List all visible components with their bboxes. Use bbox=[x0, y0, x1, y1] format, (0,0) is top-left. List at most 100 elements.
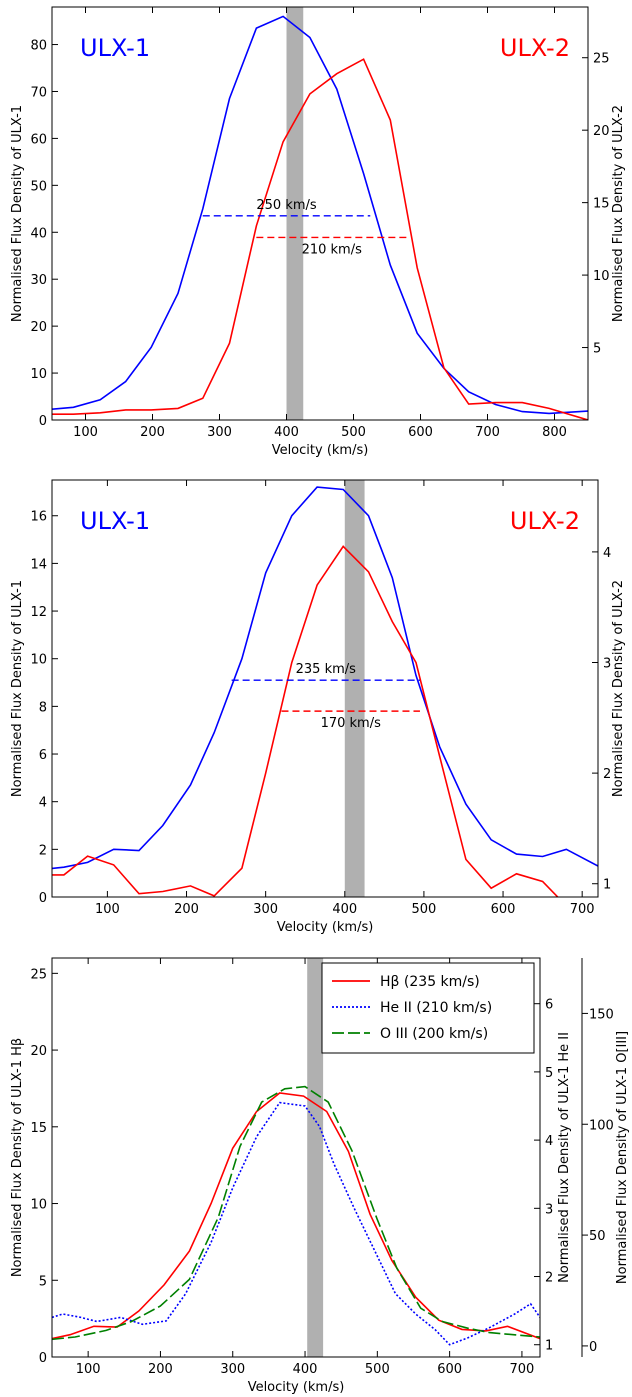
chart-panel-2: 235 km/s 170 km/s 100 200 300 400 500 600 700 Vel… bbox=[10, 479, 626, 935]
y-tick-label-left: 10 bbox=[30, 1198, 47, 1213]
legend-label-3: O III (200 km/s) bbox=[380, 1026, 488, 1042]
y-tick-label-left: 70 bbox=[30, 85, 47, 100]
x-axis-label: Velocity (km/s) bbox=[277, 920, 374, 935]
x-tick-label: 600 bbox=[491, 902, 516, 917]
x-tick-label: 200 bbox=[148, 1362, 173, 1377]
y-axis-label-right: Normalised Flux Density of ULX-2 bbox=[611, 580, 626, 797]
x-tick-label: 100 bbox=[95, 902, 120, 917]
y-tick-label-right: 100 bbox=[589, 1118, 614, 1133]
y-tick-label-left: 20 bbox=[30, 320, 47, 335]
x-tick-label: 600 bbox=[408, 425, 433, 440]
y-tick-label-right: 50 bbox=[589, 1229, 606, 1244]
y-tick-label-right: 3 bbox=[603, 657, 611, 672]
y-tick-label-left: 10 bbox=[30, 653, 47, 668]
y-tick-label-right: 25 bbox=[593, 52, 610, 67]
x-tick-label: 800 bbox=[542, 425, 567, 440]
x-tick-label: 500 bbox=[365, 1362, 390, 1377]
y-axis-label-left: Normalised Flux Density of ULX-1 bbox=[10, 580, 25, 797]
plot-frame bbox=[51, 479, 599, 898]
y-axis-label-left: Normalised Flux Density of ULX-1 Hβ bbox=[10, 1038, 25, 1277]
y-tick-label-left: 60 bbox=[30, 132, 47, 147]
shaded-band bbox=[344, 480, 365, 897]
x-axis-label: Velocity (km/s) bbox=[248, 1380, 345, 1395]
y-tick-label-left: 5 bbox=[39, 1274, 47, 1289]
ulx1-label: ULX-1 bbox=[80, 507, 150, 535]
ulx2-label: ULX-2 bbox=[500, 34, 570, 62]
y-axis-label-right: Normalised Flux Density of ULX-2 bbox=[611, 105, 626, 322]
y-tick-label-right: 5 bbox=[593, 342, 601, 357]
y-tick-label-mid: 4 bbox=[545, 1134, 553, 1149]
x-tick-label: 700 bbox=[570, 902, 595, 917]
y-tick-label-left: 0 bbox=[39, 1351, 47, 1366]
x-tick-label: 300 bbox=[207, 425, 232, 440]
y-tick-label-mid: 2 bbox=[545, 1271, 553, 1286]
y-tick-label-mid: 5 bbox=[545, 1066, 553, 1081]
series-line-1 bbox=[52, 15, 588, 415]
x-tick-label: 400 bbox=[293, 1362, 318, 1377]
y-axis-label-left: Normalised Flux Density of ULX-1 bbox=[10, 105, 25, 322]
fwhm-label-1: 235 km/s bbox=[296, 662, 357, 677]
y-tick-label-left: 14 bbox=[30, 557, 47, 572]
y-tick-label-left: 20 bbox=[30, 1044, 47, 1059]
legend-box bbox=[321, 962, 535, 1054]
shaded-band bbox=[286, 7, 304, 420]
shaded-band bbox=[307, 958, 324, 1357]
y-tick-label-left: 16 bbox=[30, 510, 47, 525]
y-tick-label-left: 25 bbox=[30, 967, 47, 982]
series-line-3 bbox=[52, 1085, 540, 1341]
y-tick-label-right: 4 bbox=[603, 546, 611, 561]
y-tick-label-right: 2 bbox=[603, 767, 611, 782]
x-tick-label: 300 bbox=[253, 902, 278, 917]
y-tick-label-left: 50 bbox=[30, 179, 47, 194]
series-line-1 bbox=[52, 1092, 540, 1340]
y-tick-label-left: 6 bbox=[39, 748, 47, 763]
series-line-1 bbox=[52, 486, 598, 870]
x-tick-label: 500 bbox=[341, 425, 366, 440]
y-tick-label-mid: 1 bbox=[545, 1339, 553, 1354]
ulx1-label: ULX-1 bbox=[80, 34, 150, 62]
y-tick-label-left: 12 bbox=[30, 605, 47, 620]
ulx2-label: ULX-2 bbox=[510, 507, 580, 535]
y-tick-label-right: 1 bbox=[603, 878, 611, 893]
y-tick-label-right: 20 bbox=[593, 124, 610, 139]
fwhm-label-2: 210 km/s bbox=[302, 242, 363, 257]
series-line-2 bbox=[52, 1101, 540, 1346]
y-tick-label-mid: 6 bbox=[545, 998, 553, 1013]
y-tick-label-left: 80 bbox=[30, 39, 47, 54]
x-tick-label: 500 bbox=[411, 902, 436, 917]
y-tick-label-left: 30 bbox=[30, 273, 47, 288]
x-tick-label: 700 bbox=[475, 425, 500, 440]
x-tick-label: 300 bbox=[220, 1362, 245, 1377]
y-tick-label-left: 8 bbox=[39, 700, 47, 715]
y-tick-label-right: 15 bbox=[593, 197, 610, 212]
y-tick-label-left: 15 bbox=[30, 1121, 47, 1136]
x-tick-label: 400 bbox=[332, 902, 357, 917]
y-tick-label-mid: 3 bbox=[545, 1202, 553, 1217]
y-tick-label-left: 0 bbox=[39, 414, 47, 429]
y-axis-label-right: Normalised Flux Density of ULX-1 O[III] bbox=[615, 1031, 630, 1284]
series-line-2 bbox=[52, 58, 588, 420]
fwhm-label-2: 170 km/s bbox=[321, 716, 382, 731]
y-tick-label-left: 40 bbox=[30, 226, 47, 241]
x-axis-label: Velocity (km/s) bbox=[272, 443, 369, 458]
plot-frame bbox=[51, 6, 589, 421]
x-tick-label: 400 bbox=[274, 425, 299, 440]
x-tick-label: 200 bbox=[174, 902, 199, 917]
fwhm-label-1: 250 km/s bbox=[256, 198, 317, 213]
legend-label-2: He II (210 km/s) bbox=[380, 1000, 492, 1016]
y-tick-label-left: 4 bbox=[39, 796, 47, 811]
y-tick-label-left: 10 bbox=[30, 367, 47, 382]
y-tick-label-right: 150 bbox=[589, 1007, 614, 1022]
x-tick-label: 100 bbox=[76, 1362, 101, 1377]
x-tick-label: 600 bbox=[437, 1362, 462, 1377]
y-tick-label-left: 2 bbox=[39, 843, 47, 858]
x-tick-label: 200 bbox=[140, 425, 165, 440]
y-tick-label-right: 10 bbox=[593, 269, 610, 284]
x-tick-label: 100 bbox=[73, 425, 98, 440]
x-tick-label: 700 bbox=[510, 1362, 535, 1377]
legend-label-1: Hβ (235 km/s) bbox=[380, 974, 480, 990]
y-tick-label-right: 0 bbox=[589, 1340, 597, 1355]
